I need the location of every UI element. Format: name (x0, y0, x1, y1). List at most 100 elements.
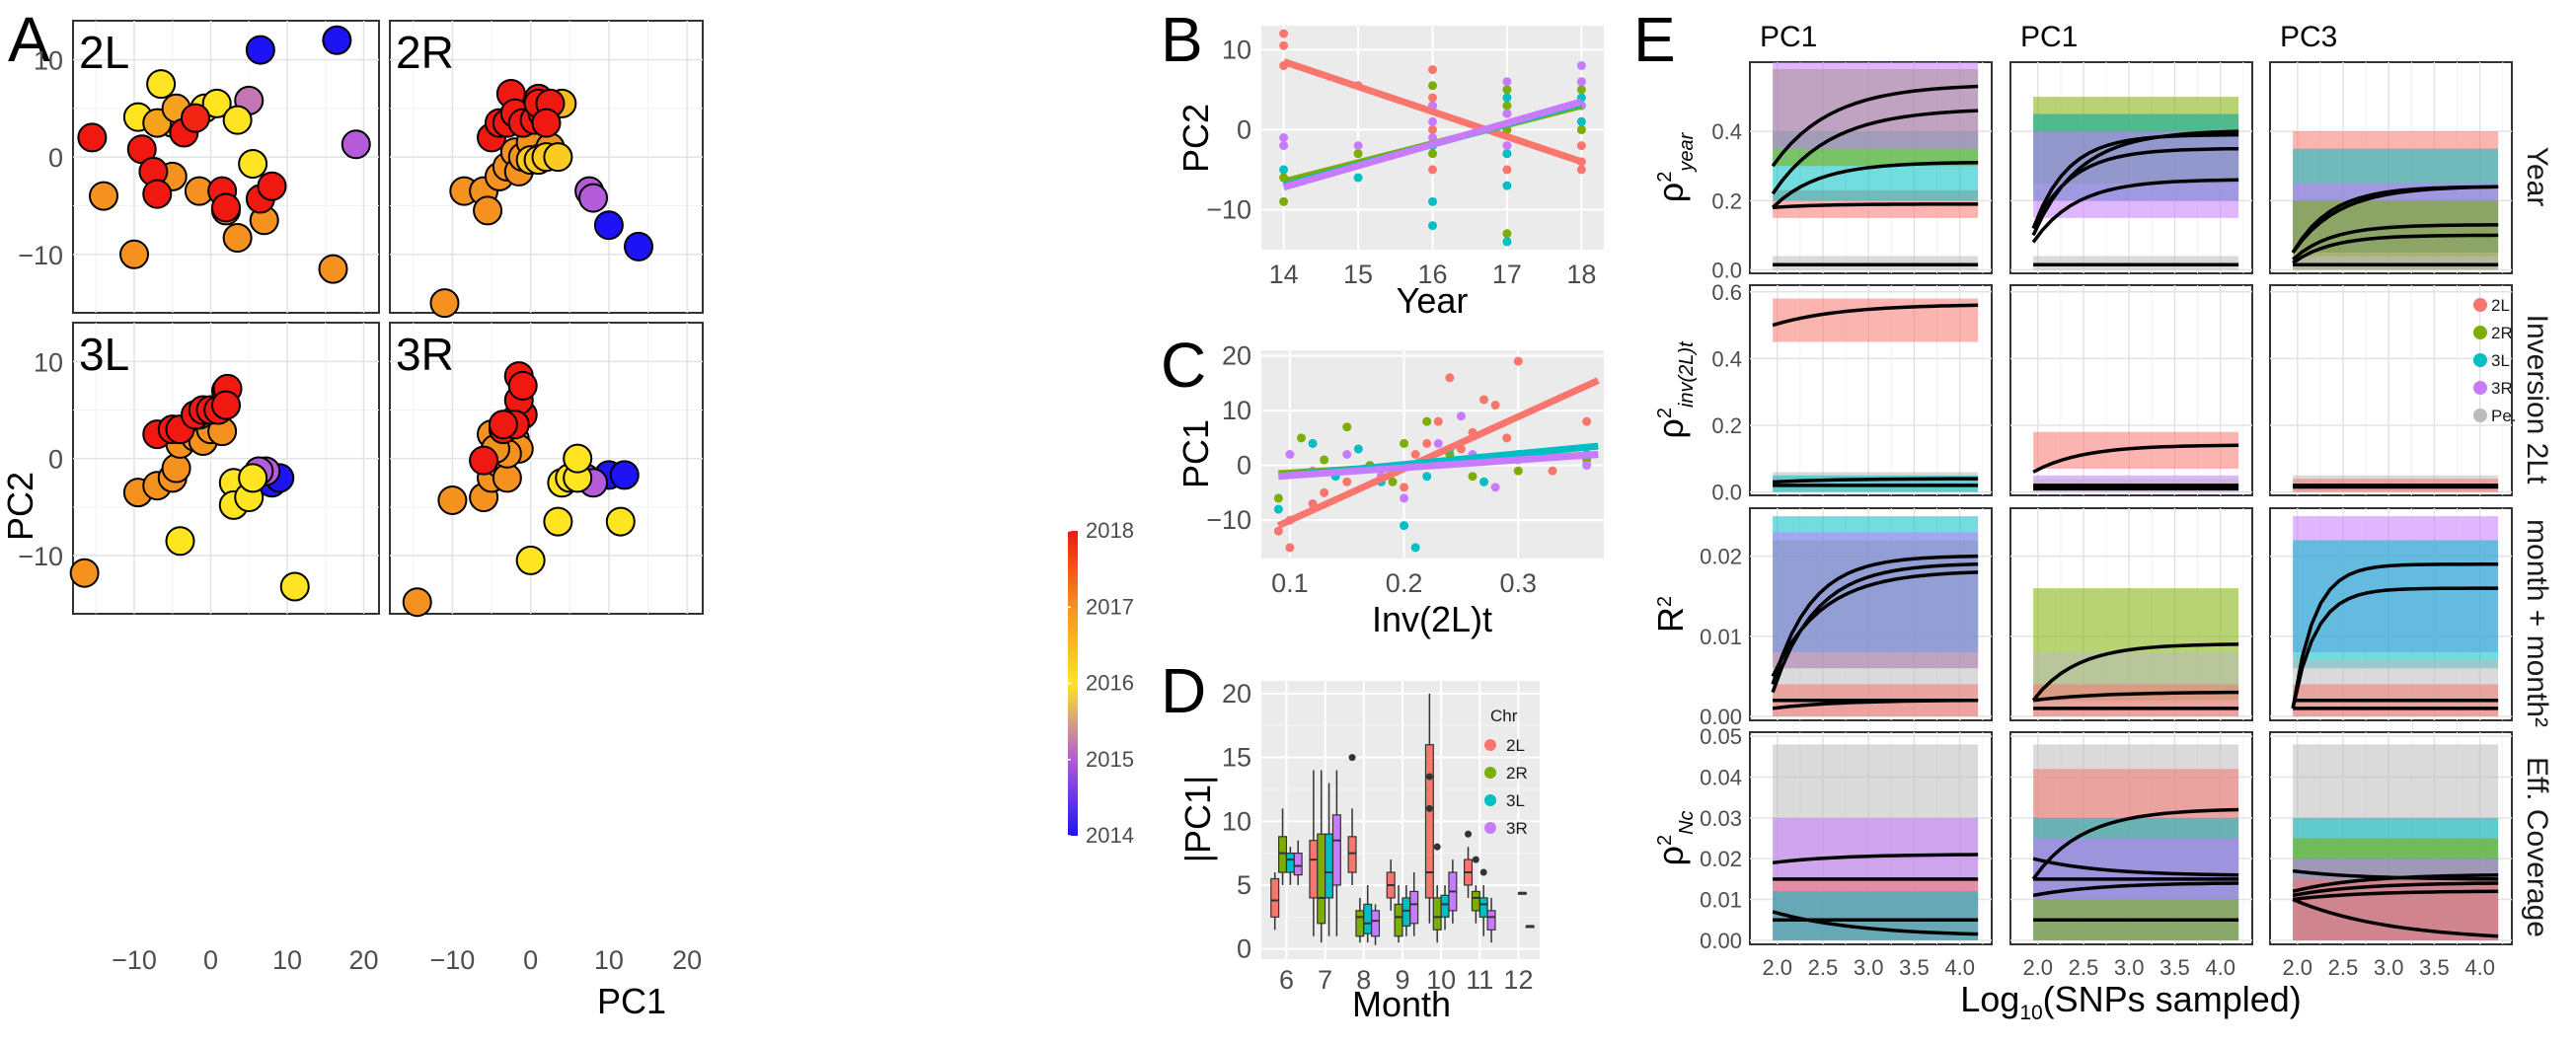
y-tick-label: 20 (1222, 679, 1251, 709)
x-tick-label: 11 (1466, 965, 1493, 995)
data-point-2R (1502, 229, 1512, 239)
data-point (77, 122, 108, 153)
y-tick-label: 0 (1237, 934, 1251, 964)
outlier-point (1479, 868, 1487, 876)
data-point-2L (1445, 373, 1455, 383)
row-ylabel: R2 (1650, 596, 1691, 633)
ribbon-2L (1773, 298, 1979, 342)
data-point-3R (1502, 109, 1512, 118)
panel-e-xlabel: Log10(SNPs sampled) (1960, 979, 2302, 1024)
data-point-2L (1279, 40, 1289, 50)
row-ylabel: ρ2Nc (1650, 810, 1698, 865)
mean-line-2L (2292, 897, 2499, 938)
data-point-2L (1428, 124, 1437, 134)
data-point-2L (1342, 477, 1352, 486)
data-point-2L (1576, 165, 1586, 175)
panel-c-ylabel: PC1 (1175, 419, 1216, 488)
data-point (341, 129, 371, 160)
data-point-2R (1502, 85, 1512, 95)
data-point-2R (1502, 101, 1512, 111)
data-point-2R (1400, 438, 1409, 448)
legend-label: 2L (2491, 296, 2510, 315)
xlabel-log: Log (1960, 979, 2019, 1019)
data-point-2R (1468, 472, 1477, 482)
y-tick-label: −10 (1206, 505, 1251, 535)
data-point-2L (1490, 401, 1500, 411)
strip-label: month + month² (2521, 519, 2553, 727)
mean-line-2R (2292, 233, 2499, 264)
ylabel-base: ρ (1650, 418, 1691, 438)
row-ylabel: ρ2year (1650, 131, 1698, 202)
legend-swatch-2R (1484, 767, 1496, 779)
x-tick-label: 10 (594, 945, 624, 975)
colorbar-label: 2017 (1086, 594, 1134, 619)
facet-3L: 3L (69, 322, 380, 615)
box-body (1432, 897, 1442, 931)
data-point-3R (1353, 141, 1363, 151)
box-3L (1517, 891, 1527, 895)
data-point (563, 443, 593, 474)
data-point-3L (1576, 116, 1586, 126)
data-point-2R (1279, 196, 1289, 206)
box-2R (1394, 884, 1403, 943)
legend-label: 3R (2491, 379, 2513, 398)
y-tick-label: 0.0 (1711, 258, 1742, 282)
data-point (624, 231, 654, 261)
y-tick-label: 0 (1237, 114, 1251, 144)
mean-line-3R (2031, 178, 2239, 244)
ribbon-2R (2293, 200, 2499, 270)
facet-label-3R: 3R (396, 329, 454, 380)
data-point (437, 485, 468, 515)
data-point (161, 453, 191, 484)
x-tick-label: 14 (1269, 260, 1299, 289)
data-point (507, 370, 538, 401)
box-2L (1270, 872, 1280, 931)
facet-frame (389, 322, 704, 615)
data-point (222, 105, 253, 135)
colorbar-gradient (1068, 531, 1078, 836)
ylabel-sub: Nc (1676, 810, 1698, 834)
data-point-2L (1422, 438, 1432, 448)
data-point (238, 149, 268, 180)
panel-d: 6 7 8 9 10 11 12 20 15 10 5 0 Month |PC1| Chr 2L 2R 3L 3R (1177, 679, 1540, 1024)
data-point-3R (1582, 461, 1592, 471)
box-3L (1478, 884, 1488, 936)
data-point-3L (1308, 438, 1318, 448)
x-tick-label: 20 (348, 945, 378, 975)
data-point (222, 223, 253, 254)
data-point-3L (1400, 521, 1409, 531)
data-point (469, 445, 499, 476)
outlier-point (1472, 856, 1479, 863)
data-point-3R (1576, 61, 1586, 71)
box-body (1471, 890, 1480, 912)
cell (1749, 507, 1993, 721)
colorbar-label: 2016 (1086, 671, 1134, 696)
ylabel-sup: 2 (1654, 596, 1676, 607)
ylabel-sup: 2 (1654, 172, 1676, 183)
trend-line-3R (1282, 98, 1583, 191)
mean-line-3L (1771, 554, 1979, 686)
legend-swatch-2L (1484, 739, 1496, 751)
y-tick-label: 20 (1222, 341, 1251, 371)
x-tick-label: 17 (1492, 260, 1522, 289)
row-strip: Inversion 2Lt (2521, 315, 2553, 485)
colorbar: 2018 2017 2016 2015 2014 (1068, 518, 1134, 848)
ribbon-3R (1773, 532, 1979, 669)
ribbon-2L (2033, 431, 2239, 469)
box-2L (1464, 847, 1474, 898)
y-tick-label: 10 (34, 45, 63, 75)
data-point-2R (1353, 149, 1363, 159)
data-point-2L (1479, 395, 1489, 405)
data-point (473, 195, 503, 226)
data-point-3L (1422, 472, 1432, 482)
x-tick-label: 9 (1395, 965, 1409, 995)
data-point (429, 288, 460, 319)
y-tick-label: −10 (1206, 194, 1251, 224)
x-tick-label: 3.0 (2374, 955, 2404, 980)
x-tick-label: 2.0 (1762, 955, 1792, 980)
legend-label-2R: 2R (1506, 764, 1528, 783)
box-body (1486, 910, 1496, 931)
strip-label: Eff. Coverage (2521, 757, 2553, 937)
data-point-2R (1296, 433, 1306, 443)
data-point (142, 179, 173, 209)
